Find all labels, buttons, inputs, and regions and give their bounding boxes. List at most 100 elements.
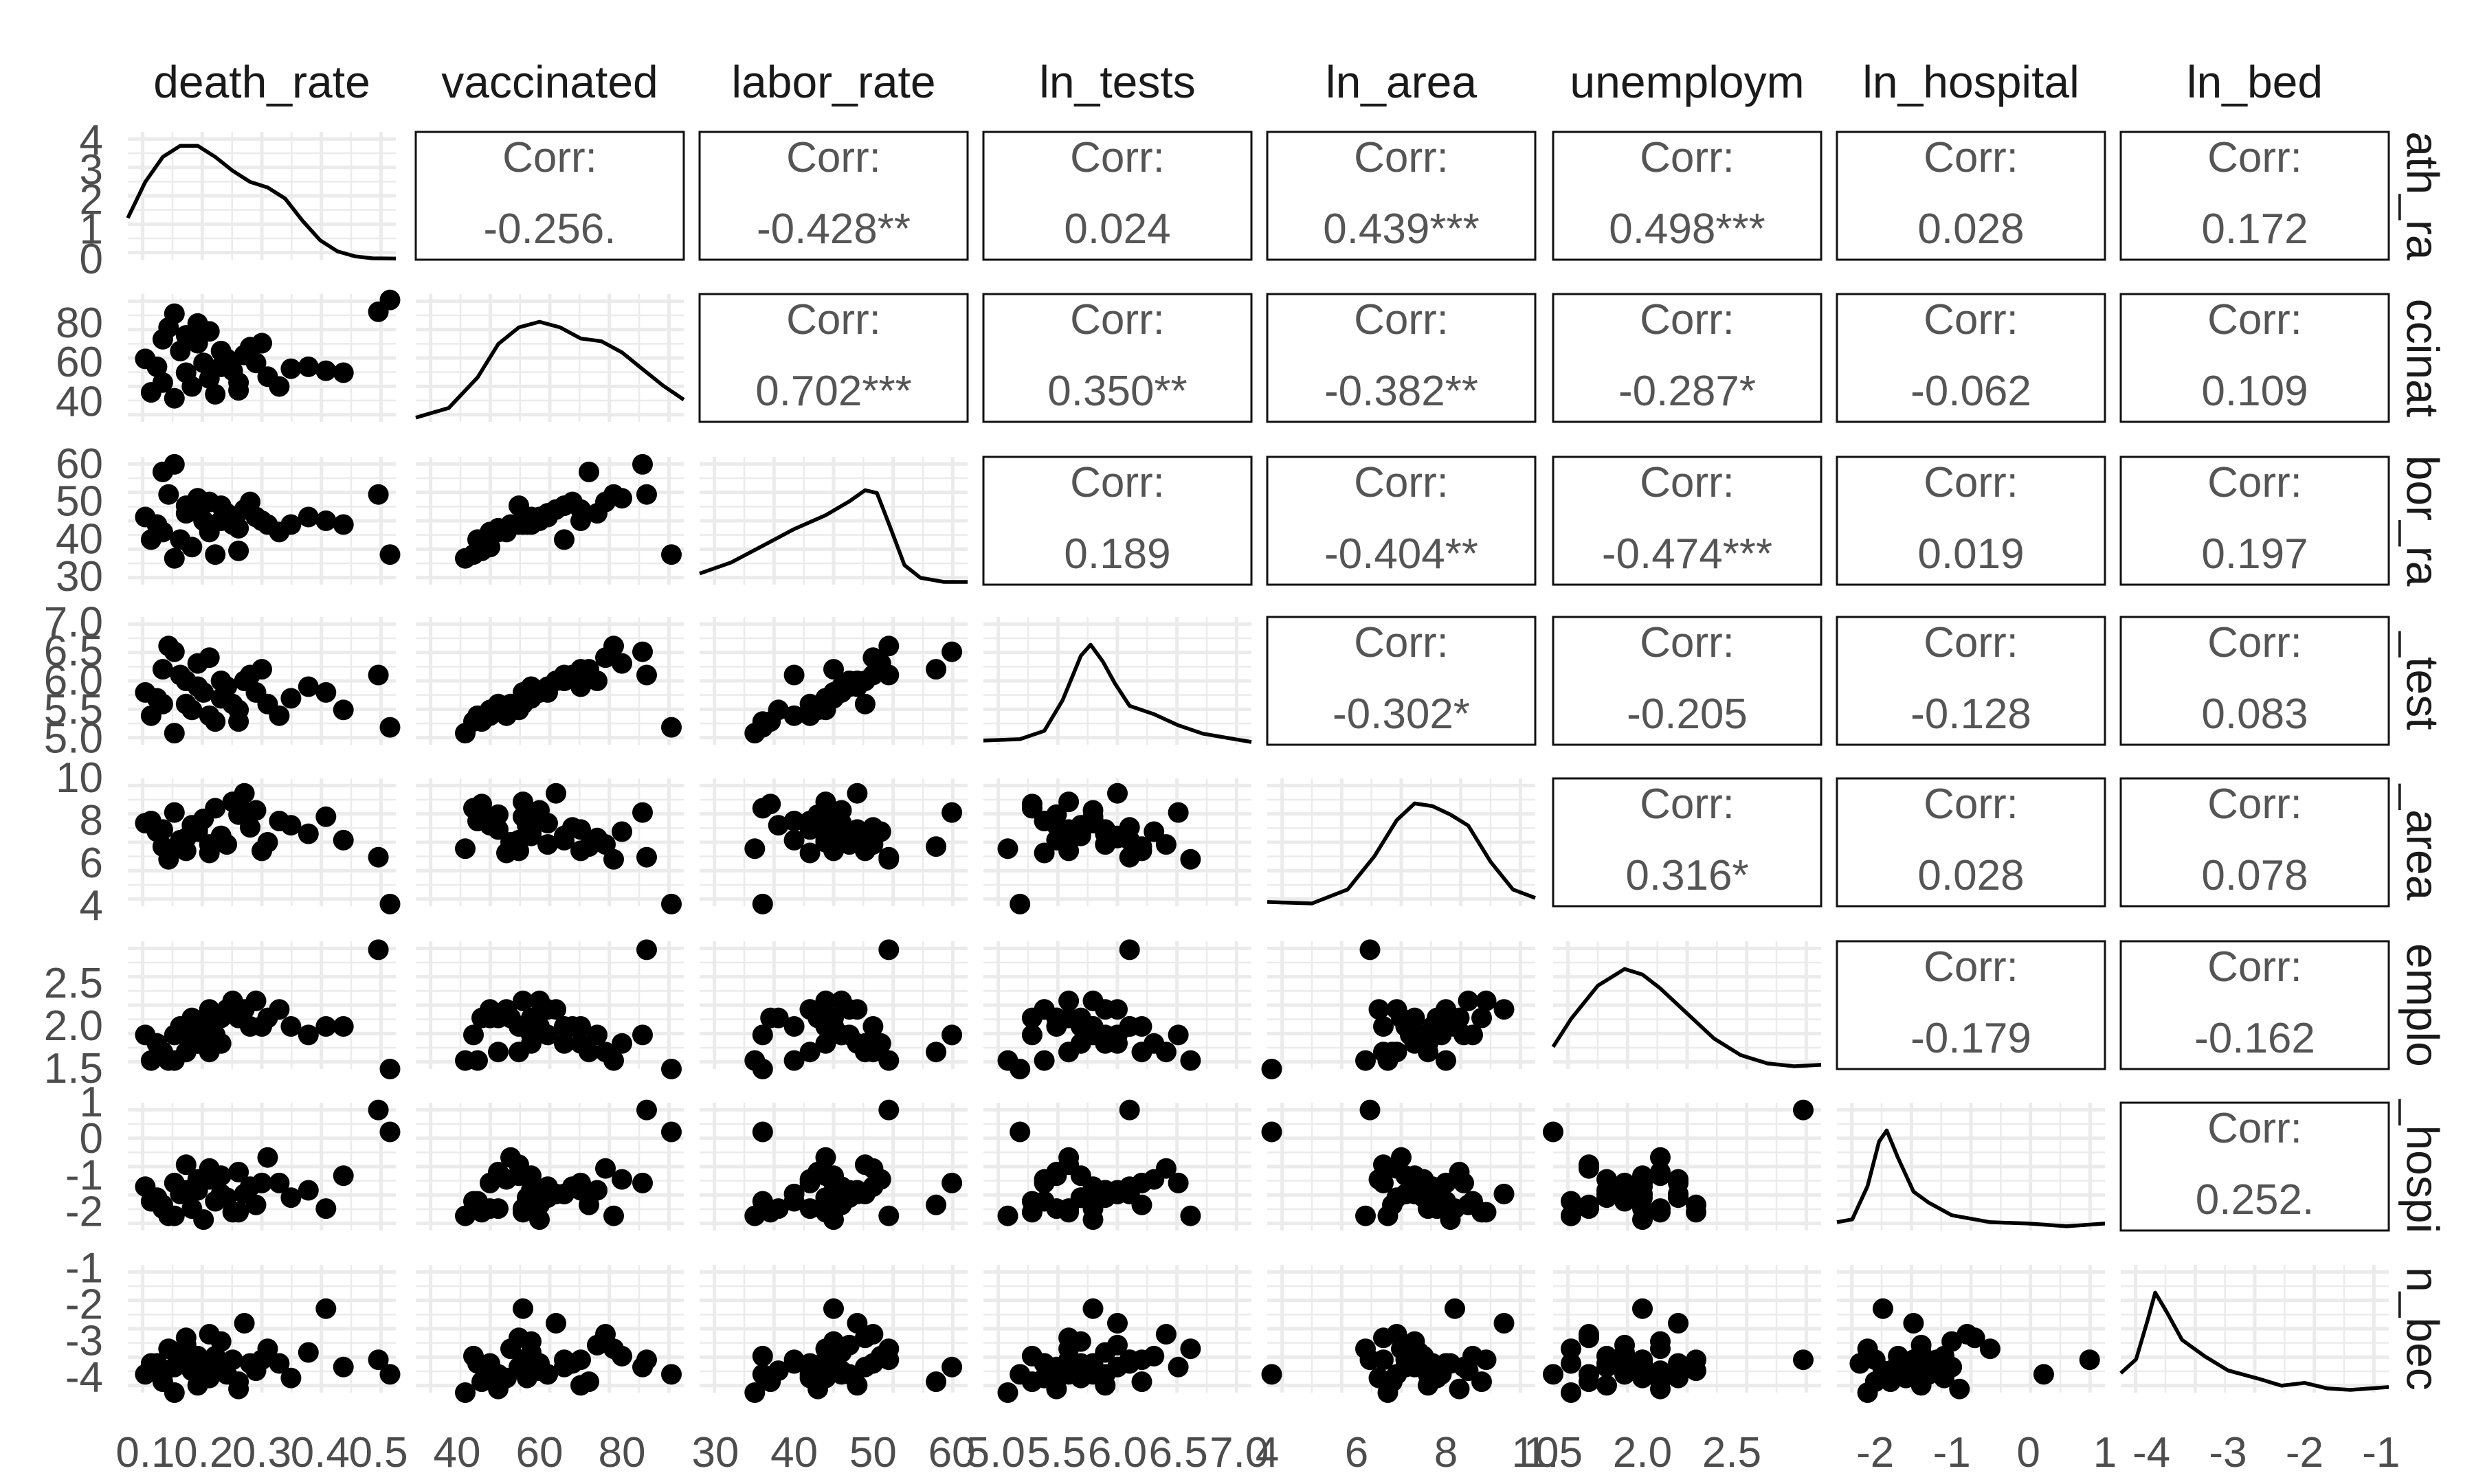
scatter-point xyxy=(368,664,389,686)
scatter-point xyxy=(799,693,821,715)
scatter-point xyxy=(228,517,249,539)
scatter-point xyxy=(152,659,173,680)
scatter-point xyxy=(612,821,632,842)
y-tick-label: 0 xyxy=(80,1115,103,1162)
scatter-point xyxy=(783,1353,805,1374)
scatter-point xyxy=(245,990,267,1011)
corr-cell-2-5: Corr: -0.474*** xyxy=(1552,456,1823,586)
scatter-point xyxy=(513,1298,533,1319)
density-curve-labor_rate xyxy=(699,488,968,584)
scatter-point xyxy=(181,699,203,721)
scatter-point xyxy=(467,811,488,831)
scatter-point xyxy=(1475,990,1497,1011)
y-tick-label: 6.0 xyxy=(44,657,103,704)
scatter-point xyxy=(210,341,232,361)
corr-value: 0.316* xyxy=(1625,852,1748,899)
scatter-point xyxy=(1436,1353,1456,1374)
scatter-point xyxy=(164,453,185,475)
scatter-point xyxy=(854,693,876,715)
scatter-point xyxy=(752,1024,773,1046)
scatter-point xyxy=(847,1313,868,1334)
scatter-point xyxy=(783,1050,805,1071)
scatter-point xyxy=(488,1378,509,1399)
density-curve-ln_bed xyxy=(2119,1290,2389,1392)
corr-label: Corr: xyxy=(1924,459,2018,506)
scatter-panel-5-2 xyxy=(744,939,963,1079)
corr-value: 0.109 xyxy=(2201,368,2308,415)
scatter-panel-7-0 xyxy=(135,1298,401,1403)
scatter-point xyxy=(546,783,566,804)
scatter-point xyxy=(1386,1158,1407,1179)
scatter-point xyxy=(175,1154,197,1176)
corr-cell-3-7: Corr: 0.083 xyxy=(2119,616,2390,746)
scatter-point xyxy=(164,723,185,744)
scatter-point xyxy=(488,1364,509,1385)
scatter-point xyxy=(1445,1016,1465,1037)
x-tick-label: 6.0 xyxy=(1088,1429,1147,1476)
scatter-point xyxy=(1668,1172,1689,1193)
scatter-point xyxy=(997,1050,1018,1071)
scatter-point xyxy=(636,664,657,686)
scatter-point xyxy=(744,1205,766,1226)
scatter-point xyxy=(455,548,476,569)
scatter-point xyxy=(587,671,608,691)
scatter-point xyxy=(513,791,533,813)
x-tick-label: 1 xyxy=(2093,1429,2117,1476)
scatter-point xyxy=(269,999,290,1020)
scatter-point xyxy=(1107,1183,1128,1204)
scatter-point xyxy=(941,1172,963,1193)
x-tick-label: 60 xyxy=(928,1429,976,1476)
scatter-point xyxy=(1579,1158,1599,1179)
scatter-point xyxy=(823,1298,844,1319)
x-tick-label: -2 xyxy=(2286,1429,2323,1476)
scatter-point xyxy=(783,664,805,686)
scatter-panel-7-2 xyxy=(744,1298,963,1403)
scatter-point xyxy=(245,352,267,374)
scatter-point xyxy=(175,503,197,524)
scatter-point xyxy=(521,1180,542,1201)
scatter-point xyxy=(455,1382,476,1403)
corr-box xyxy=(2119,777,2390,908)
scatter-point xyxy=(1261,1121,1282,1143)
corr-label: Corr: xyxy=(2207,943,2302,991)
scatter-point xyxy=(1368,999,1390,1020)
corr-box xyxy=(1836,131,2106,261)
scatter-point xyxy=(315,1298,337,1319)
scatter-point xyxy=(181,376,203,397)
scatter-point xyxy=(636,1349,657,1371)
scatter-point xyxy=(1404,1356,1425,1378)
scatter-point xyxy=(1462,1024,1483,1046)
scatter-panel-4-2 xyxy=(744,783,963,914)
scatter-point xyxy=(455,1050,476,1071)
scatter-point xyxy=(471,711,492,732)
scatter-point xyxy=(1082,806,1104,827)
scatter-point xyxy=(1107,1033,1128,1054)
scatter-point xyxy=(815,990,836,1011)
scatter-point xyxy=(1979,1338,2001,1360)
corr-cell-5-6: Corr: -0.179 xyxy=(1836,940,2106,1070)
scatter-point xyxy=(997,1382,1018,1403)
scatter-point xyxy=(298,1342,319,1363)
corr-box xyxy=(1836,293,2106,423)
x-tick-label: 7.0 xyxy=(1210,1429,1269,1476)
scatter-point xyxy=(463,1024,484,1046)
scatter-point xyxy=(164,1382,185,1403)
scatter-point xyxy=(636,939,657,960)
density-curve-ln_tests xyxy=(983,642,1252,744)
scatter-point xyxy=(210,671,232,691)
scatter-point xyxy=(1082,1298,1104,1319)
scatter-point xyxy=(1957,1324,1978,1345)
scatter-point xyxy=(1131,1016,1152,1037)
panel-grid-5-5 xyxy=(1553,941,1821,1069)
scatter-point xyxy=(595,1324,616,1345)
scatter-point xyxy=(280,358,302,379)
scatter-point xyxy=(1021,1024,1043,1046)
x-tick-label: 10 xyxy=(1512,1429,1559,1476)
x-tick-label: 2.0 xyxy=(1613,1429,1672,1476)
scatter-point xyxy=(1058,791,1080,813)
corr-label: Corr: xyxy=(2207,134,2302,181)
y-tick-label: -2 xyxy=(65,1281,103,1328)
corr-value: -0.128 xyxy=(1910,690,2031,738)
scatter-point xyxy=(1650,1147,1671,1168)
